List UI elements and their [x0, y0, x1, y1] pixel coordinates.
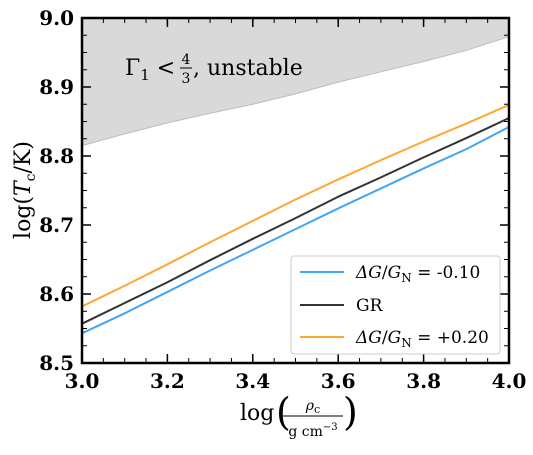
- x-tick-label: 3.4: [235, 369, 270, 393]
- y-axis-label: log(Tc/K): [11, 141, 39, 239]
- legend-label-series-1: GR: [356, 296, 384, 316]
- svg-text:g cm−3: g cm−3: [288, 422, 337, 440]
- x-tick-label: 3.8: [406, 369, 441, 393]
- ticks-layer: 3.0 3.2 3.4 3.6 3.8 4.0 8.5 8.6 8.7 8.8 8.9 9.0: [39, 6, 526, 393]
- annotation-fraction-numerator: 4: [182, 52, 191, 68]
- x-tick-label: 4.0: [492, 369, 527, 393]
- y-tick-label: 8.9: [39, 75, 74, 99]
- legend-label-series-2: ΔG/GN = +0.20: [355, 328, 489, 350]
- x-tick-label: 3.0: [65, 369, 100, 393]
- legend-value-series-2: +0.20: [437, 328, 489, 348]
- svg-text:(: (: [276, 390, 291, 434]
- annotation-tail: , unstable: [193, 56, 303, 81]
- series-line-1: [81, 117, 510, 325]
- y-tick-label: 9.0: [39, 6, 74, 30]
- y-tick-label: 8.8: [39, 144, 74, 168]
- unstable-region: [82, 18, 509, 146]
- svg-text:): ): [343, 390, 358, 434]
- y-tick-label: 8.6: [39, 282, 74, 306]
- y-tick-label: 8.7: [39, 213, 74, 237]
- series-line-2: [81, 104, 510, 308]
- annotation-gamma: Γ: [125, 56, 140, 81]
- annotation-subscript: 1: [140, 66, 150, 84]
- unstable-region-boundary: [81, 36, 510, 147]
- series-layer: [81, 104, 510, 335]
- legend-label-series-0: ΔG/GN = -0.10: [355, 263, 480, 285]
- annotation-layer: Γ1 < 4 3 , unstable: [125, 52, 303, 87]
- y-tick-label: 8.5: [39, 351, 74, 375]
- x-axis-label: log ( ρc g cm−3 ): [240, 390, 358, 440]
- unstable-annotation: Γ1 <: [125, 56, 175, 84]
- legend-frame: [290, 255, 501, 355]
- unstable-region-layer: [81, 18, 510, 147]
- x-tick-label: 3.2: [150, 369, 185, 393]
- svg-text:log: log: [240, 401, 274, 426]
- annotation-less-than: <: [150, 56, 175, 81]
- legend: ΔG/GN = -0.10 GR ΔG/GN = +0.20: [290, 255, 501, 355]
- svg-text:ρc: ρc: [305, 398, 320, 416]
- annotation-fraction-denominator: 3: [182, 71, 191, 87]
- legend-value-series-0: -0.10: [437, 263, 481, 283]
- series-line-0: [81, 126, 510, 335]
- x-tick-label: 3.6: [321, 369, 356, 393]
